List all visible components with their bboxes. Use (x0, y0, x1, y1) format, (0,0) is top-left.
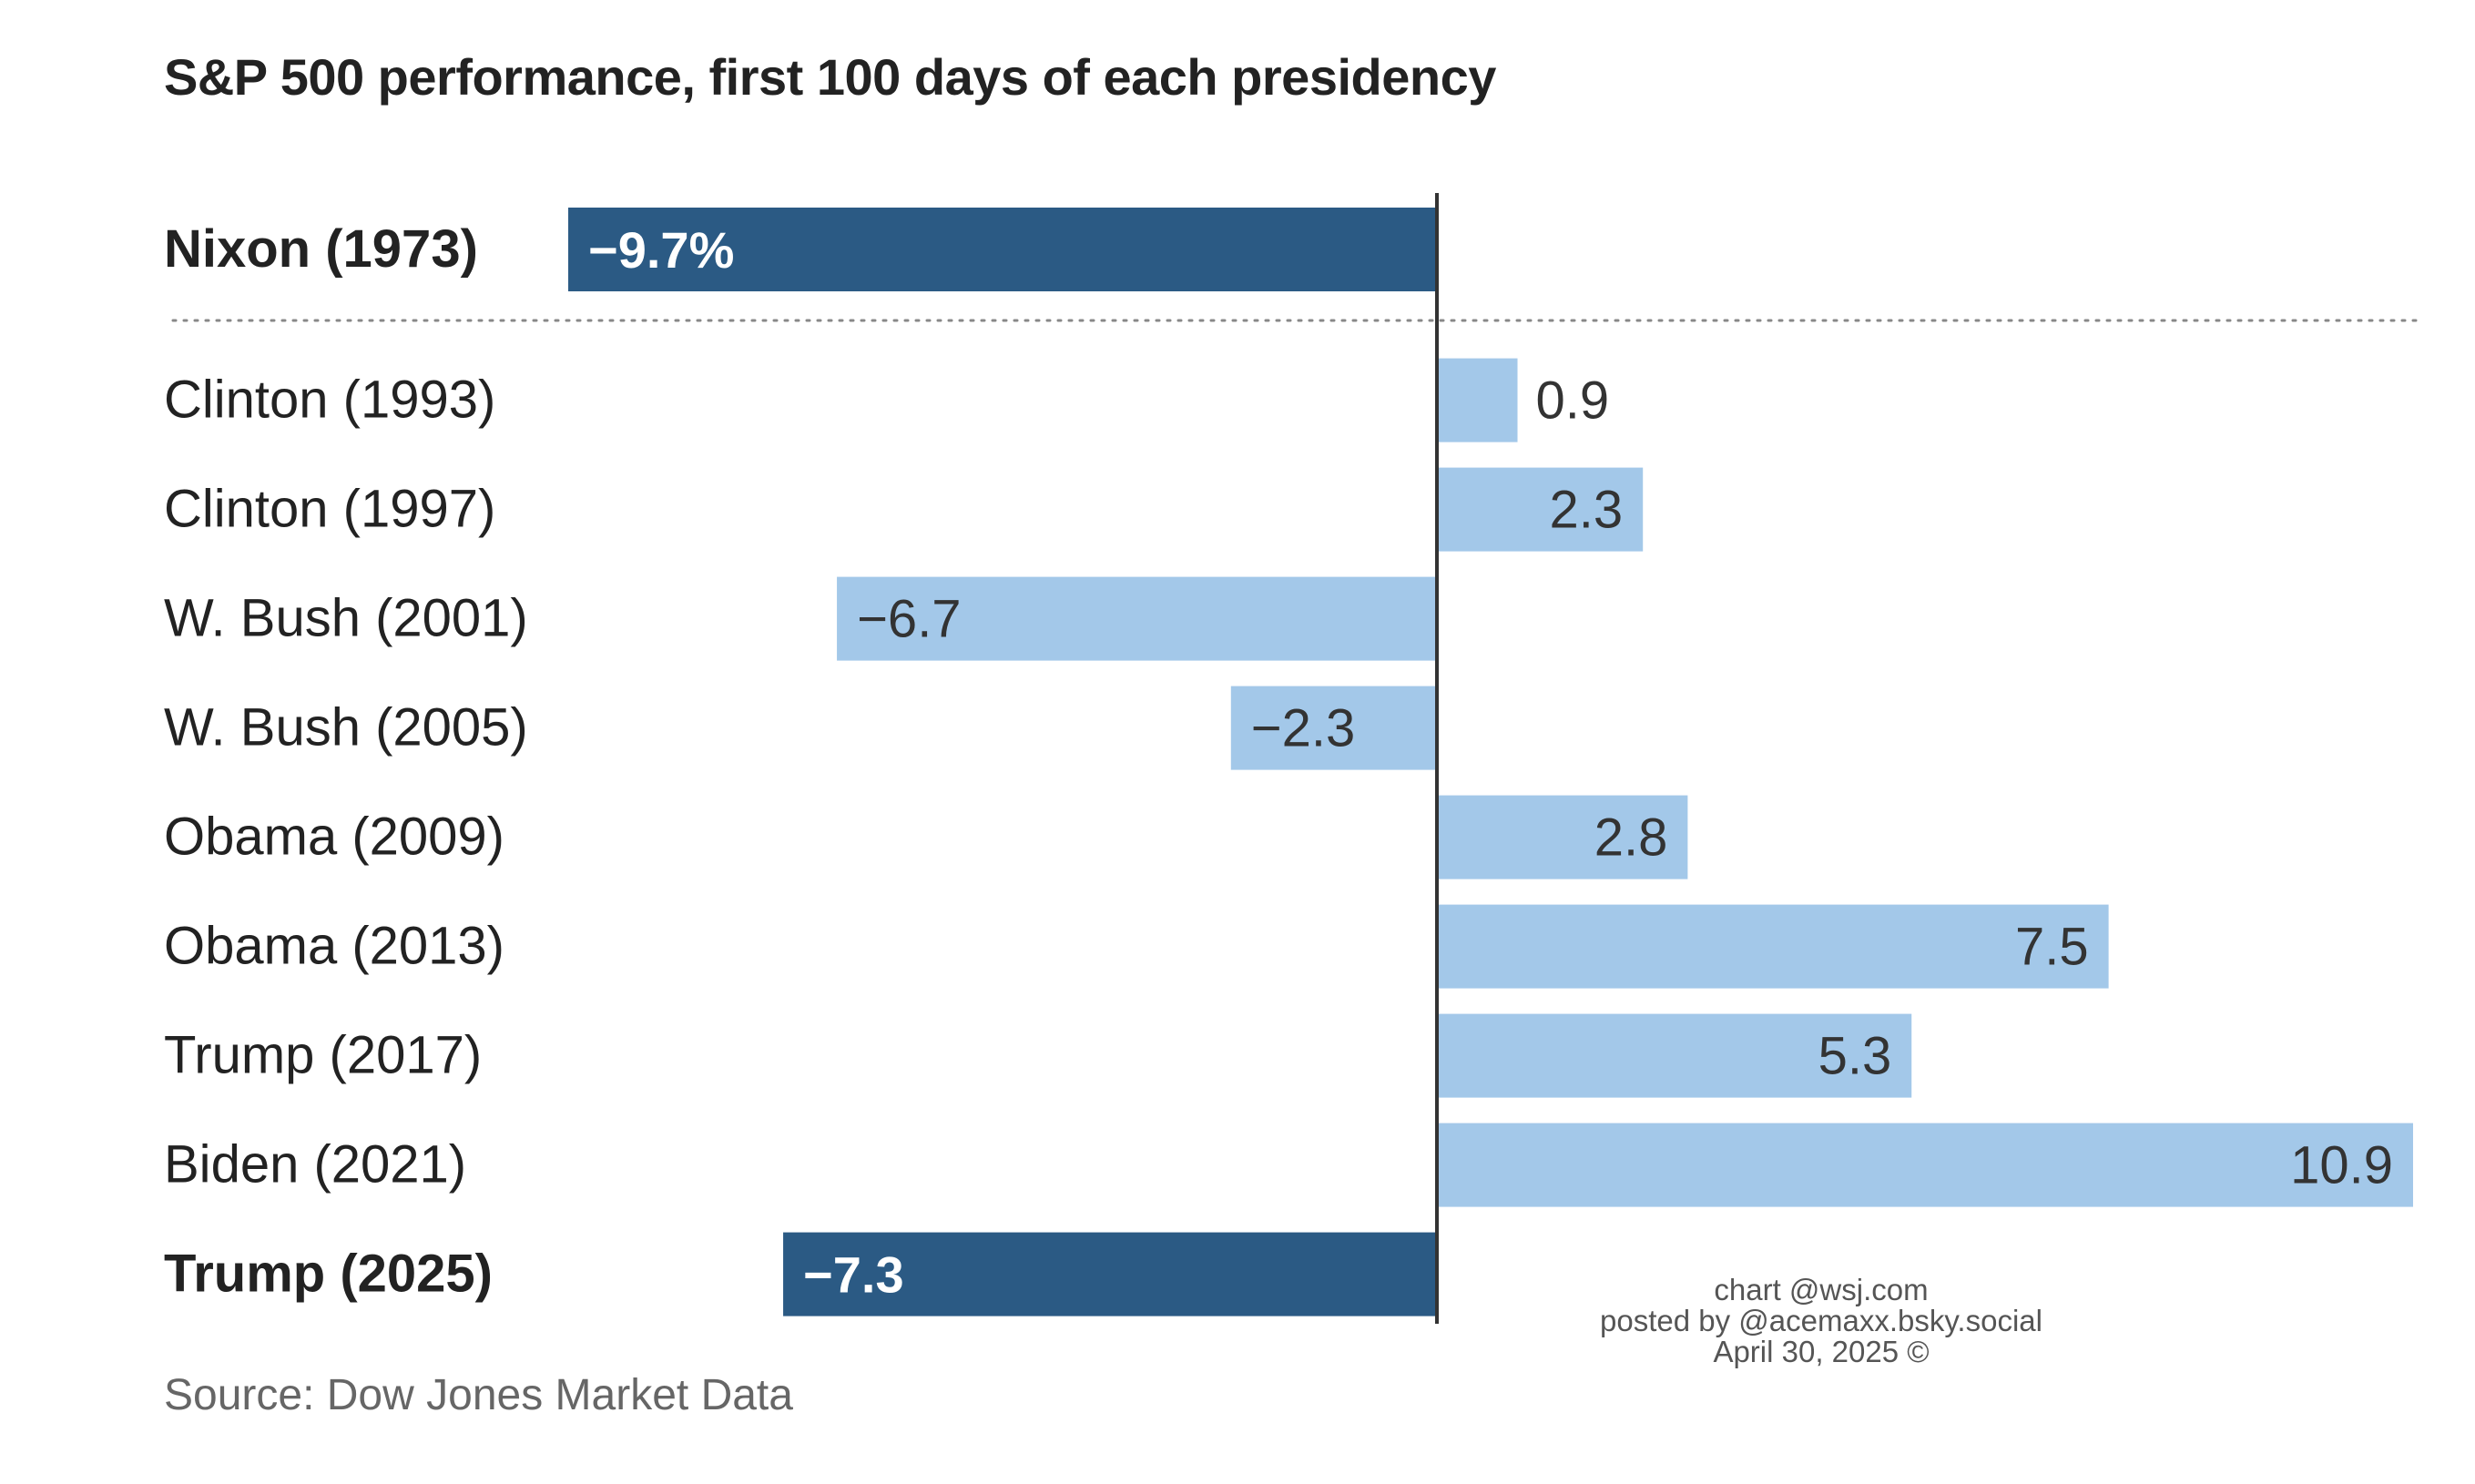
source-note: Source: Dow Jones Market Data (164, 1371, 793, 1419)
category-label: Obama (2013) (164, 917, 504, 976)
value-label: 5.3 (1818, 1027, 1892, 1086)
bar (1437, 1013, 1912, 1098)
value-label: 2.8 (1594, 808, 1668, 868)
category-label: Clinton (1997) (164, 480, 495, 539)
bar (783, 1232, 1437, 1316)
bar (1230, 686, 1437, 770)
bar (1437, 795, 1688, 879)
credits-block: chart @wsj.com posted by @acemaxx.bsky.s… (1502, 1275, 2140, 1367)
value-label: 2.3 (1550, 481, 1624, 540)
bar (837, 576, 1437, 661)
credit-line: posted by @acemaxx.bsky.social (1600, 1304, 2042, 1337)
category-label: Nixon (1973) (164, 219, 478, 279)
category-label: W. Bush (2001) (164, 589, 528, 648)
value-label: −2.3 (1251, 699, 1356, 758)
credit-line: April 30, 2025 © (1713, 1335, 1930, 1368)
bar (1437, 904, 2109, 989)
value-label: 7.5 (2015, 918, 2089, 977)
value-label: 0.9 (1536, 371, 1610, 431)
chart-title: S&P 500 performance, first 100 days of e… (164, 48, 1496, 106)
category-label: Clinton (1993) (164, 371, 495, 430)
category-label: W. Bush (2005) (164, 698, 528, 757)
value-label: −9.7% (588, 221, 734, 279)
category-label: Obama (2009) (164, 808, 504, 867)
category-label: Trump (2025) (164, 1245, 493, 1304)
value-label: −6.7 (857, 590, 962, 649)
credit-line: chart @wsj.com (1714, 1273, 1929, 1306)
category-label: Biden (2021) (164, 1135, 466, 1194)
value-label: −7.3 (803, 1246, 904, 1304)
bar (568, 208, 1437, 291)
value-label: 10.9 (2290, 1136, 2393, 1195)
bar (1437, 358, 1518, 442)
bar (1437, 1123, 2413, 1207)
category-label: Trump (2017) (164, 1026, 482, 1085)
bar (1437, 467, 1644, 552)
